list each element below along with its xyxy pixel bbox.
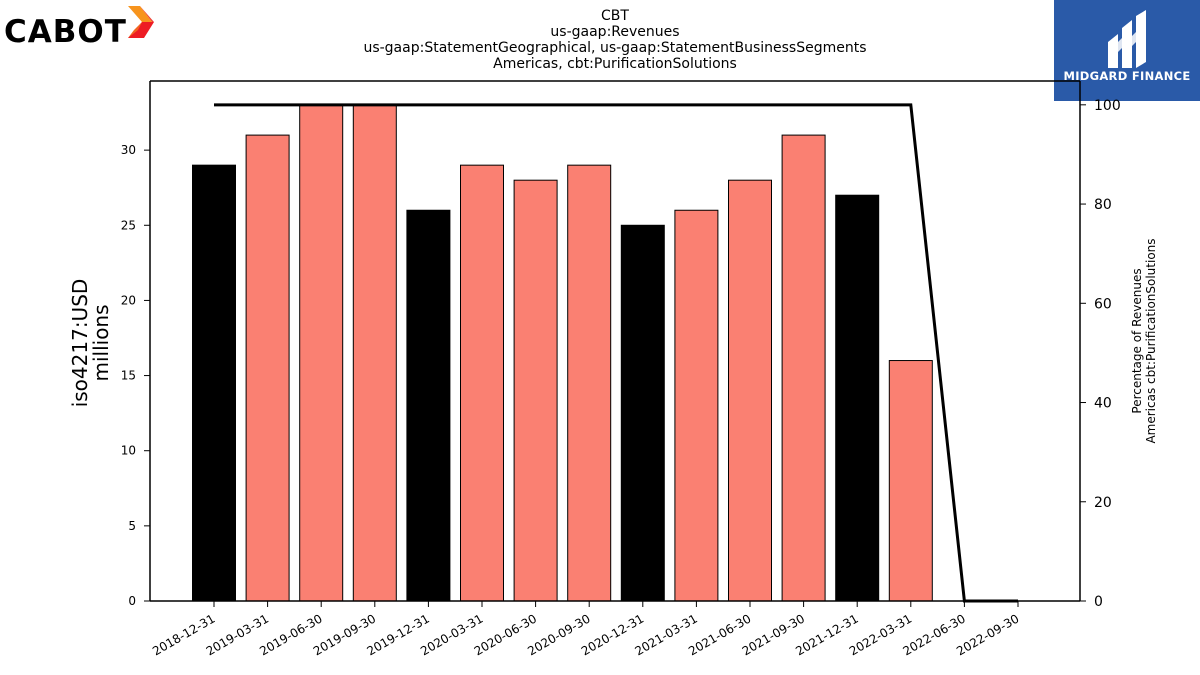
y2-tick-label: 0 (1094, 594, 1103, 610)
y2-tick-label: 20 (1094, 495, 1112, 511)
bar (192, 164, 236, 602)
percentage-line-layer (214, 103, 1018, 603)
chart-title-line: Americas, cbt:PurificationSolutions (493, 56, 737, 72)
bar (620, 224, 665, 602)
bar (835, 194, 880, 602)
bar (567, 164, 612, 602)
y-axis-label-line: millions (89, 304, 113, 381)
chart-title-line: us-gaap:StatementGeographical, us-gaap:S… (363, 40, 867, 56)
y2-tick-label: 40 (1094, 396, 1112, 412)
chart-title-line: us-gaap:Revenues (550, 24, 680, 40)
chart-title: CBT us-gaap:Revenues us-gaap:StatementGe… (300, 8, 930, 72)
y-tick-label: 20 (121, 293, 136, 307)
midgard-rune-icon (1108, 10, 1146, 68)
bar (406, 209, 451, 602)
provider-logo: MIDGARD FINANCE (1054, 0, 1200, 101)
y2-axis-label: Percentage of Revenues Americas cbt:Puri… (1130, 238, 1158, 443)
company-logo: CABOT (4, 4, 164, 54)
company-logo-wordmark: CABOT (4, 14, 127, 50)
y2-axis-label-line: Percentage of Revenues (1130, 268, 1144, 413)
y-tick-label: 10 (121, 444, 136, 458)
bar (245, 134, 290, 602)
y-axis-label-line: iso4217:USD (68, 279, 92, 408)
cabot-flame-icon (128, 6, 154, 38)
y-axis-label: iso4217:USD millions (68, 279, 113, 408)
bars-layer (192, 104, 933, 602)
y-tick-label: 0 (128, 594, 136, 608)
bar (781, 134, 826, 602)
y2-axis-label-line: Americas cbt:PurificationSolutions (1144, 238, 1158, 443)
y2-tick-label: 80 (1094, 197, 1112, 213)
y-tick-label: 30 (121, 143, 136, 157)
y2-tick-label: 100 (1094, 98, 1121, 114)
bar (299, 104, 344, 602)
y2-tick-label: 60 (1094, 296, 1112, 312)
chart-title-line: CBT (601, 8, 629, 24)
bar (460, 164, 504, 602)
y-tick-label: 15 (121, 369, 136, 383)
bar (513, 179, 558, 602)
bar (888, 360, 933, 602)
y-tick-label: 5 (128, 519, 136, 533)
bar (352, 104, 397, 602)
y-tick-label: 25 (121, 218, 136, 232)
percentage-line (214, 103, 1018, 603)
provider-logo-text: MIDGARD FINANCE (1063, 69, 1191, 83)
bar (728, 179, 772, 602)
axes-layer: 0510152025300204060801002018-12-312019-0… (121, 80, 1121, 658)
bar (674, 209, 719, 602)
